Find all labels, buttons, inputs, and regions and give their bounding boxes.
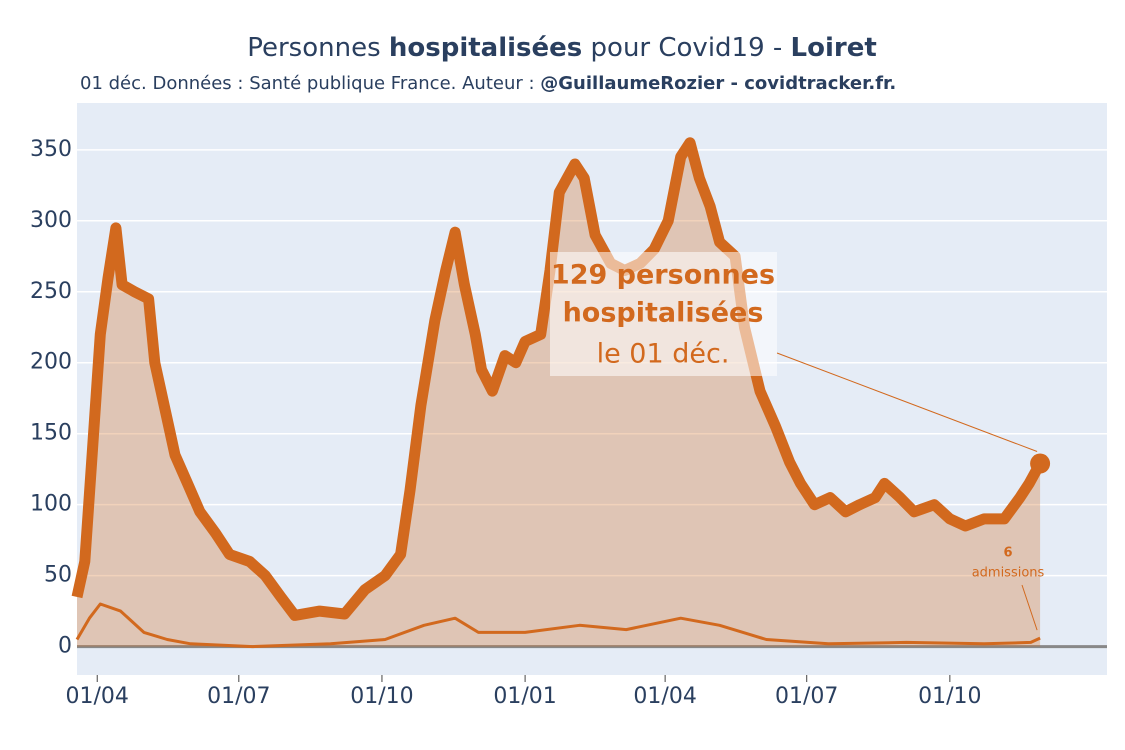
admissions-line xyxy=(75,602,1041,649)
title-part: Loiret xyxy=(791,33,877,63)
x-tick-label: 01/10 xyxy=(350,684,413,709)
hospitalized-line xyxy=(71,137,1045,621)
last-point xyxy=(1030,453,1051,474)
title-part: hospitalisées xyxy=(389,33,582,63)
annotation-box xyxy=(550,252,777,376)
annotation-arrow xyxy=(1021,584,1038,631)
y-tick-label: 250 xyxy=(30,279,72,304)
x-tick-label: 01/01 xyxy=(493,684,556,709)
annotation-text: 129 personnes xyxy=(551,260,775,291)
area xyxy=(77,142,1041,647)
annotation-arrow xyxy=(776,352,1038,452)
x-tick-label: 01/07 xyxy=(775,684,838,709)
chart-title: Personnes hospitalisées pour Covid19 - L… xyxy=(247,33,877,63)
annotation-text: le 01 déc. xyxy=(597,339,730,370)
title-part: Personnes xyxy=(247,33,389,63)
annotation-text: hospitalisées xyxy=(563,298,764,329)
y-tick-label: 50 xyxy=(44,563,72,588)
x-tick-label: 01/07 xyxy=(207,684,270,709)
chart-subtitle: 01 déc. Données : Santé publique France.… xyxy=(80,73,896,94)
x-tick-label: 01/04 xyxy=(633,684,696,709)
annotation-text: admissions xyxy=(972,566,1045,581)
y-tick-label: 200 xyxy=(30,350,72,375)
y-tick-label: 0 xyxy=(58,634,72,659)
subtitle-part: 01 déc. Données : Santé publique France.… xyxy=(80,73,540,94)
title-part: pour Covid19 - xyxy=(582,33,790,63)
y-tick-label: 300 xyxy=(30,208,72,233)
annotation-text: 6 xyxy=(1003,546,1012,561)
x-tick-label: 01/04 xyxy=(66,684,129,709)
y-tick-label: 150 xyxy=(30,421,72,446)
subtitle-part: @GuillaumeRozier - covidtracker.fr. xyxy=(540,73,896,94)
y-tick-label: 100 xyxy=(30,492,72,517)
x-tick-label: 01/10 xyxy=(918,684,981,709)
y-tick-label: 350 xyxy=(30,137,72,162)
